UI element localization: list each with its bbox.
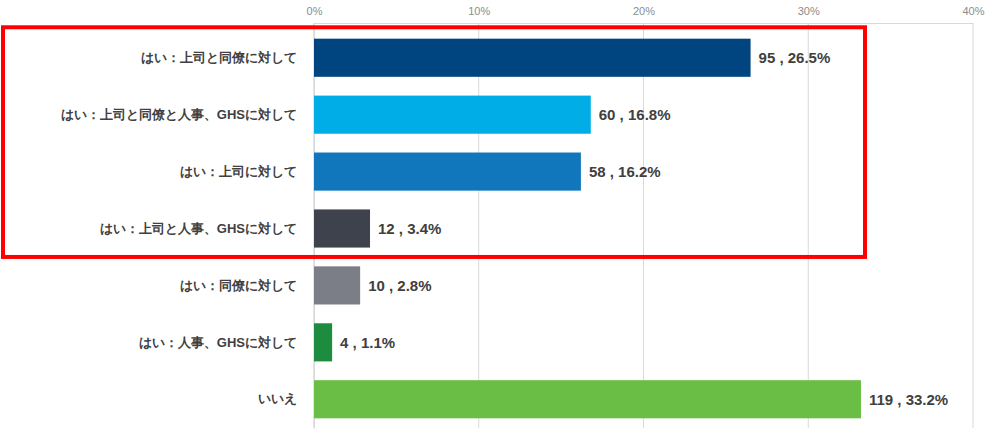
tick: 10%	[468, 5, 490, 23]
bar	[314, 266, 360, 304]
tick: はい：上司に対して	[180, 164, 314, 179]
data-labels: 95 , 26.5% 60 , 16.8% 58 , 16.2% 12 , 3.4% 1…	[340, 49, 948, 408]
highlight-frame	[3, 27, 865, 257]
y-axis: はい：上司と同僚に対してはい：上司と同僚と人事、GHSに対してはい：上司に対して…	[61, 30, 315, 429]
category-label: はい：上司と人事、GHSに対して	[100, 221, 297, 236]
tick: はい：上司と同僚に対して	[141, 50, 314, 65]
axis-line	[315, 23, 974, 24]
bar	[314, 209, 370, 247]
bar	[314, 380, 861, 418]
data-label: 58 , 16.2%	[589, 163, 661, 180]
category-label: はい：人事、GHSに対して	[139, 334, 297, 349]
x-axis: 0% 10% 20% 30% 40%	[307, 5, 985, 24]
grid-line	[808, 23, 809, 428]
grid-line	[643, 23, 644, 428]
grid-line	[478, 23, 479, 428]
tick-label: 30%	[798, 5, 820, 17]
tick: 0%	[307, 5, 323, 23]
bar	[314, 96, 591, 134]
category-label: はい：上司と同僚と人事、GHSに対して	[61, 107, 297, 122]
data-label: 12 , 3.4%	[378, 220, 441, 237]
category-label: はい：上司に対して	[180, 164, 297, 179]
tick: はい：同僚に対して	[180, 278, 314, 293]
category-label: はい：上司と同僚に対して	[141, 50, 297, 65]
tick: はい：上司と同僚と人事、GHSに対して	[61, 107, 314, 122]
tick: いいえ	[258, 391, 314, 406]
chart: 0% 10% 20% 30% 40% はい：上司と同僚に対してはい：上司と同僚と人事、GH…	[0, 0, 1000, 442]
data-label: 119 , 33.2%	[869, 391, 948, 408]
tick: 20%	[633, 5, 655, 23]
bar	[314, 153, 581, 191]
bars	[314, 39, 861, 419]
tick-label: 0%	[307, 5, 323, 17]
tick: 30%	[798, 5, 820, 23]
tick: はい：人事、GHSに対して	[139, 334, 314, 349]
category-label: はい：同僚に対して	[180, 278, 297, 293]
category-label: いいえ	[258, 391, 297, 406]
bar	[314, 39, 751, 77]
data-label: 95 , 26.5%	[759, 49, 831, 66]
tick-label: 20%	[633, 5, 655, 17]
data-label: 10 , 2.8%	[368, 277, 431, 294]
grid	[314, 23, 973, 428]
bar	[314, 323, 332, 361]
tick-label: 10%	[468, 5, 490, 17]
tick: 40%	[962, 5, 984, 23]
data-label: 4 , 1.1%	[340, 334, 395, 351]
tick-label: 40%	[962, 5, 984, 17]
data-label: 60 , 16.8%	[599, 106, 671, 123]
tick: はい：上司と人事、GHSに対して	[100, 221, 314, 236]
grid-line	[973, 23, 974, 428]
